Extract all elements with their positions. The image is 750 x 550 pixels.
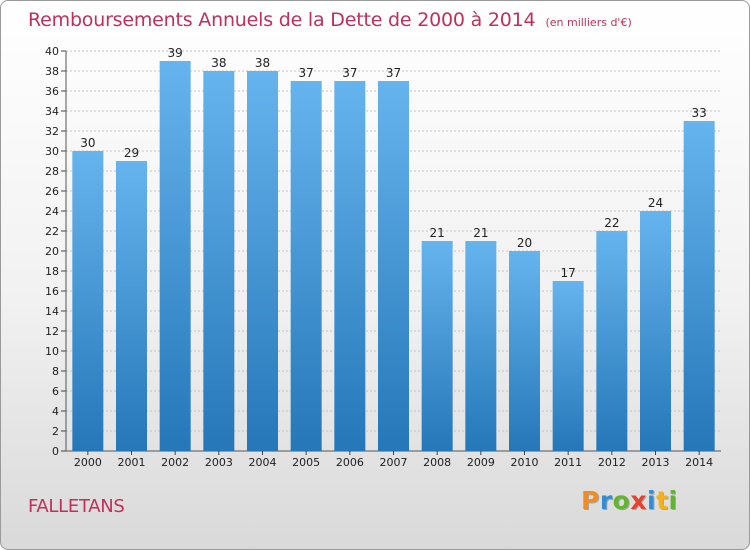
y-tick-label: 6 (52, 385, 59, 398)
y-tick-label: 28 (45, 165, 59, 178)
bar-2002 (159, 61, 191, 451)
data-label-2008: 21 (430, 226, 445, 240)
y-tick-label: 36 (45, 85, 59, 98)
x-tick-label-2008: 2008 (423, 456, 451, 469)
x-tick-label-2005: 2005 (292, 456, 320, 469)
x-tick-label-2010: 2010 (511, 456, 539, 469)
bar-2008 (421, 241, 453, 451)
bar-2006 (334, 81, 366, 451)
x-tick-label-2001: 2001 (118, 456, 146, 469)
value-labels: 30 29 39 38 38 37 37 37 21 21 20 17 22 24 33 (80, 46, 707, 280)
data-label-2013: 24 (648, 196, 663, 210)
data-label-2010: 20 (517, 236, 532, 250)
logo-letter: r (599, 486, 613, 515)
unit-note: (en milliers d'€) (545, 16, 632, 29)
logo-letter: t (656, 486, 669, 515)
x-tick-label-2000: 2000 (74, 456, 102, 469)
data-label-2009: 21 (473, 226, 488, 240)
proxiti-logo: Proxiti (581, 486, 678, 515)
data-label-2007: 37 (386, 66, 401, 80)
x-tick-label-2002: 2002 (161, 456, 189, 469)
data-label-2006: 37 (342, 66, 357, 80)
bar-2005 (290, 81, 322, 451)
data-label-2003: 38 (211, 56, 226, 70)
y-tick-label: 40 (45, 45, 59, 58)
bar-2000 (72, 151, 104, 451)
x-tick-label-2003: 2003 (205, 456, 233, 469)
y-tick-label: 18 (45, 265, 59, 278)
y-tick-label: 32 (45, 125, 59, 138)
data-label-2005: 37 (299, 66, 314, 80)
y-tick-label: 14 (45, 305, 59, 318)
x-tick-label-2007: 2007 (380, 456, 408, 469)
y-tick-label: 0 (52, 445, 59, 458)
x-tick-label-2009: 2009 (467, 456, 495, 469)
data-label-2012: 22 (604, 216, 619, 230)
bar-2012 (596, 231, 628, 451)
chart-title: Remboursements Annuels de la Dette de 20… (28, 9, 632, 31)
y-tick-label: 38 (45, 65, 59, 78)
y-tick-label: 34 (45, 105, 59, 118)
data-label-2002: 39 (168, 46, 183, 60)
y-tick-label: 4 (52, 405, 59, 418)
y-tick-label: 12 (45, 325, 59, 338)
logo-letter: i (647, 486, 657, 515)
x-tick-label-2012: 2012 (598, 456, 626, 469)
x-tick-label-2004: 2004 (249, 456, 277, 469)
data-label-2014: 33 (692, 106, 707, 120)
logo-letter: P (581, 486, 600, 515)
bar-2011 (552, 281, 584, 451)
bars (72, 61, 715, 451)
y-tick-label: 2 (52, 425, 59, 438)
logo-letter: o (612, 486, 631, 515)
logo-letter: i (668, 486, 678, 515)
y-tick-label: 24 (45, 205, 59, 218)
logo-letter: x (630, 486, 647, 515)
chart-title-text: Remboursements Annuels de la Dette de 20… (28, 9, 536, 31)
bar-2001 (116, 161, 147, 451)
bar-2010 (509, 251, 540, 451)
bar-2003 (203, 71, 235, 451)
data-label-2004: 38 (255, 56, 270, 70)
x-tick-label-2014: 2014 (685, 456, 713, 469)
y-tick-label: 26 (45, 185, 59, 198)
bar-2014 (683, 121, 715, 451)
y-tick-label: 16 (45, 285, 59, 298)
y-tick-label: 30 (45, 145, 59, 158)
commune-name: FALLETANS (28, 496, 125, 517)
data-label-2000: 30 (80, 136, 95, 150)
data-label-2011: 17 (561, 266, 576, 280)
y-tick-label: 8 (52, 365, 59, 378)
y-tick-label: 20 (45, 245, 59, 258)
x-tick-label-2011: 2011 (554, 456, 582, 469)
bar-2004 (247, 71, 278, 451)
bar-2009 (465, 241, 497, 451)
x-tick-label-2006: 2006 (336, 456, 364, 469)
bar-2007 (378, 81, 409, 451)
bar-2013 (640, 211, 671, 451)
data-label-2001: 29 (124, 146, 139, 160)
y-tick-label: 22 (45, 225, 59, 238)
y-tick-label: 10 (45, 345, 59, 358)
x-tick-labels: 2000 2001 2002 2003 2004 2005 2006 2007 2008 2009… (74, 456, 713, 469)
x-tick-label-2013: 2013 (642, 456, 670, 469)
